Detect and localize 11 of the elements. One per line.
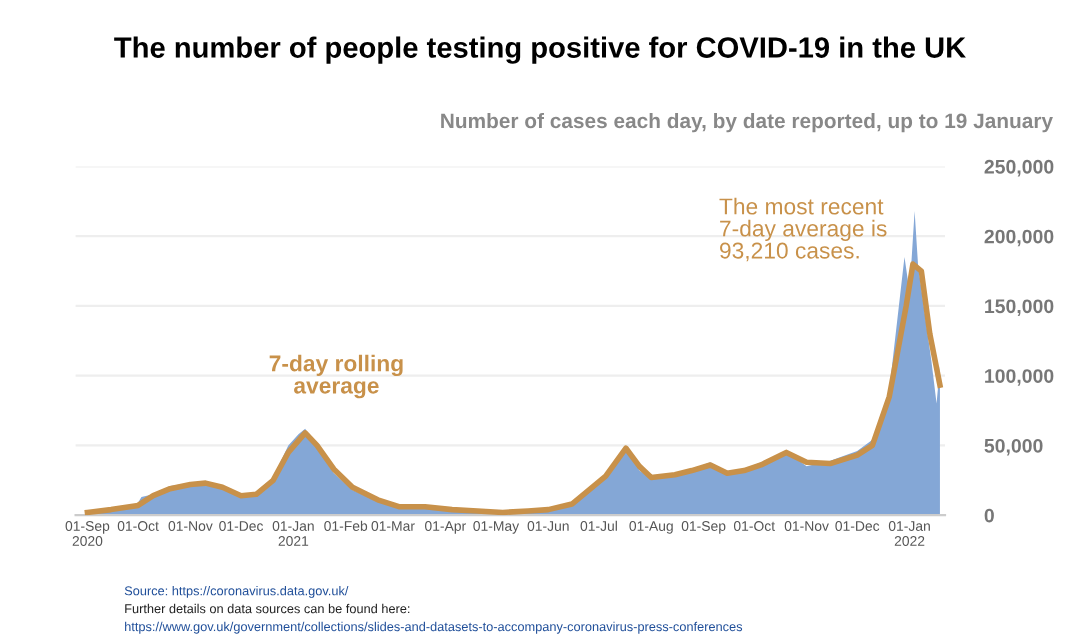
y-tick-label: 250,000 [984, 159, 1054, 177]
chart-title: The number of people testing positive for COVID-19 in the UK [114, 36, 966, 64]
y-tick-label: 200,000 [984, 229, 1054, 247]
chart-subtitle: Number of cases each day, by date reported, up to 19 January [441, 112, 1053, 133]
y-tick-label: 50,000 [984, 438, 1043, 456]
y-tick-label: 150,000 [985, 299, 1054, 316]
annotation: 7-day rolling average [269, 354, 403, 399]
y-tick-label: 0 [984, 508, 994, 523]
line-series [84, 261, 943, 516]
y-tick-label: 100,000 [985, 369, 1054, 386]
annotation: The most recent 7-day average is 93,210 cases. [719, 197, 887, 262]
